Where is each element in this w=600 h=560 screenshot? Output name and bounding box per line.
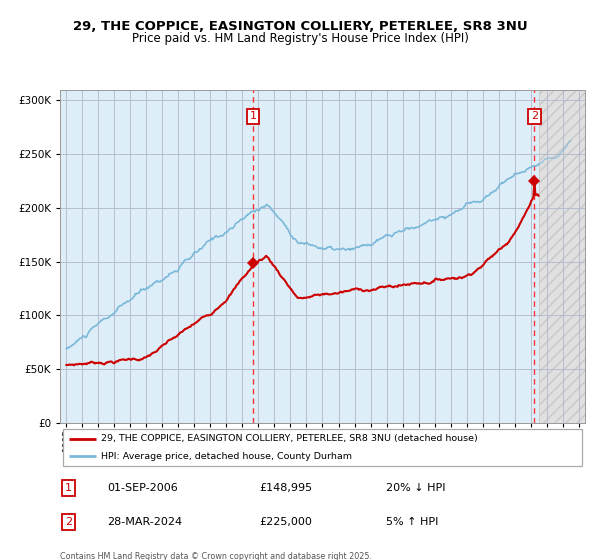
Text: 1: 1 [65,483,72,493]
Text: 1: 1 [250,111,257,122]
Bar [539,90,585,423]
Text: HPI: Average price, detached house, County Durham: HPI: Average price, detached house, Coun… [101,452,352,461]
Text: 28-MAR-2024: 28-MAR-2024 [107,517,182,528]
Text: £225,000: £225,000 [260,517,313,528]
Text: 01-SEP-2006: 01-SEP-2006 [107,483,178,493]
Text: £148,995: £148,995 [260,483,313,493]
Text: 5% ↑ HPI: 5% ↑ HPI [386,517,438,528]
Text: 29, THE COPPICE, EASINGTON COLLIERY, PETERLEE, SR8 3NU (detached house): 29, THE COPPICE, EASINGTON COLLIERY, PET… [101,434,478,443]
Bar [60,90,539,423]
Bar [539,90,585,423]
Text: 20% ↓ HPI: 20% ↓ HPI [386,483,445,493]
FancyBboxPatch shape [62,429,583,466]
Text: 2: 2 [65,517,73,528]
Text: Contains HM Land Registry data © Crown copyright and database right 2025.
This d: Contains HM Land Registry data © Crown c… [60,552,372,560]
Text: Price paid vs. HM Land Registry's House Price Index (HPI): Price paid vs. HM Land Registry's House … [131,32,469,45]
Text: 29, THE COPPICE, EASINGTON COLLIERY, PETERLEE, SR8 3NU: 29, THE COPPICE, EASINGTON COLLIERY, PET… [73,20,527,32]
Text: 2: 2 [531,111,538,122]
